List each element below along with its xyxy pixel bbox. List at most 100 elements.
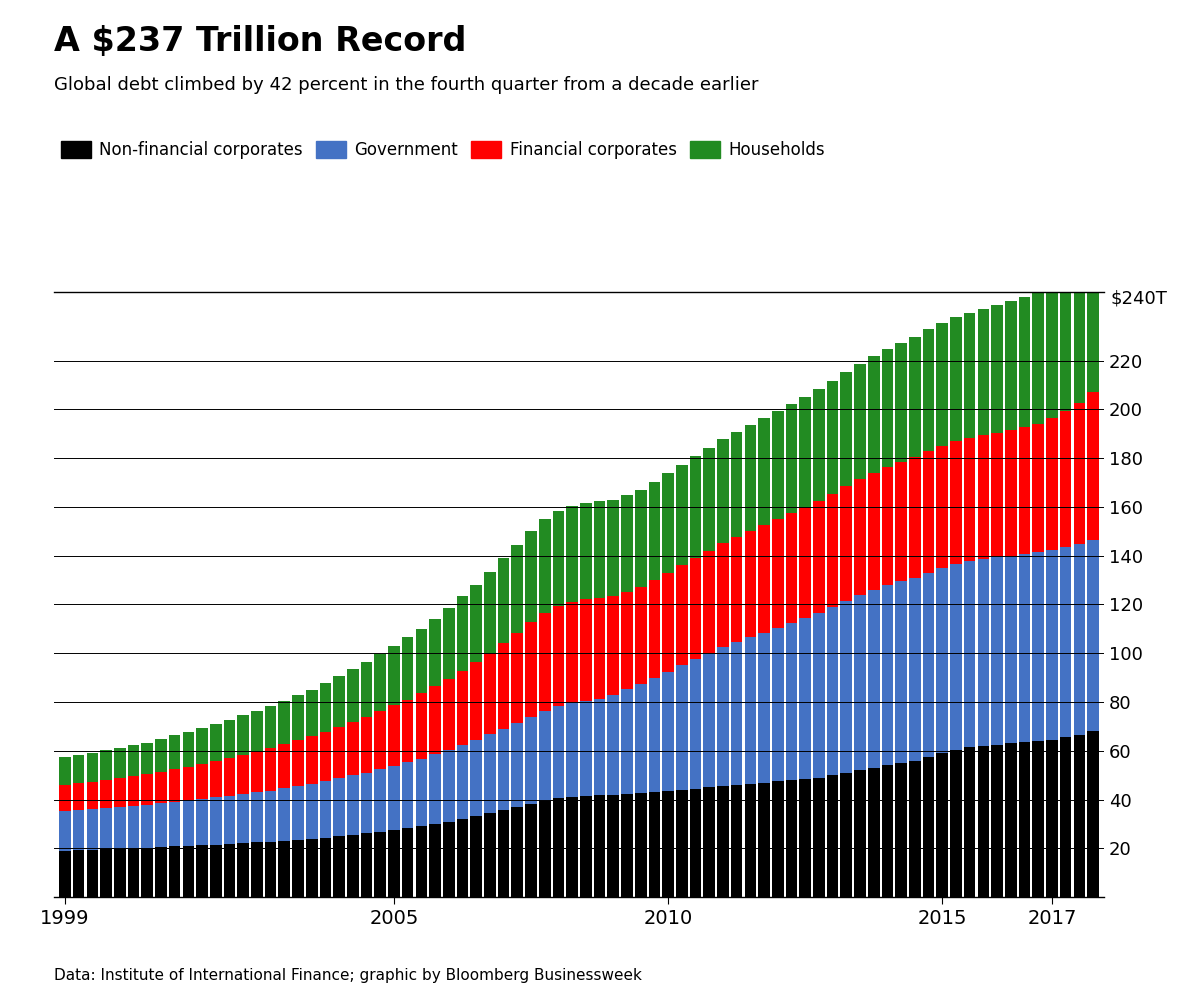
Bar	[566, 797, 578, 897]
Bar	[415, 759, 427, 827]
Bar	[374, 832, 386, 897]
Bar	[511, 633, 523, 723]
Bar	[73, 851, 84, 897]
Bar	[799, 618, 811, 779]
Bar	[607, 695, 619, 794]
Bar	[402, 637, 414, 700]
Bar	[347, 722, 359, 775]
Bar	[690, 558, 701, 659]
Bar	[114, 806, 126, 849]
Bar	[155, 739, 167, 772]
Bar	[59, 851, 71, 897]
Bar	[142, 743, 154, 774]
Bar	[895, 462, 907, 582]
Bar	[484, 735, 496, 813]
Bar	[991, 433, 1003, 557]
Bar	[1032, 424, 1044, 552]
Bar	[910, 457, 920, 578]
Bar	[347, 775, 359, 835]
Bar	[319, 683, 331, 732]
Bar	[223, 720, 235, 758]
Bar	[470, 740, 482, 816]
Bar	[799, 397, 811, 507]
Bar	[210, 845, 222, 897]
Bar	[334, 778, 344, 837]
Bar	[718, 438, 728, 542]
Bar	[59, 785, 71, 810]
Bar	[374, 712, 386, 769]
Bar	[430, 619, 440, 686]
Bar	[964, 437, 976, 561]
Bar	[470, 662, 482, 740]
Bar	[1060, 738, 1072, 897]
Bar	[526, 804, 536, 897]
Bar	[744, 531, 756, 637]
Bar	[662, 791, 674, 897]
Bar	[827, 607, 839, 775]
Bar	[882, 467, 893, 585]
Bar	[978, 559, 989, 746]
Bar	[580, 599, 592, 701]
Bar	[265, 748, 276, 790]
Bar	[59, 810, 71, 851]
Bar	[868, 473, 880, 590]
Bar	[361, 834, 372, 897]
Bar	[238, 716, 248, 755]
Bar	[319, 781, 331, 838]
Bar	[238, 844, 248, 897]
Bar	[197, 764, 208, 799]
Bar	[278, 788, 290, 841]
Bar	[814, 389, 824, 501]
Bar	[1004, 744, 1016, 897]
Bar	[676, 665, 688, 790]
Bar	[840, 372, 852, 486]
Bar	[786, 404, 797, 513]
Bar	[526, 531, 536, 622]
Bar	[1046, 286, 1057, 418]
Bar	[731, 537, 743, 642]
Bar	[415, 629, 427, 694]
Bar	[210, 761, 222, 797]
Bar	[498, 642, 510, 729]
Bar	[306, 689, 318, 737]
Bar	[772, 781, 784, 897]
Bar	[292, 696, 304, 740]
Bar	[1060, 410, 1072, 547]
Bar	[443, 608, 455, 678]
Bar	[622, 794, 632, 897]
Bar	[1074, 544, 1085, 735]
Bar	[86, 753, 98, 782]
Bar	[703, 787, 715, 897]
Bar	[86, 782, 98, 808]
Bar	[251, 711, 263, 752]
Bar	[923, 451, 935, 573]
Bar	[511, 807, 523, 897]
Bar	[868, 357, 880, 473]
Bar	[718, 542, 728, 647]
Bar	[484, 572, 496, 652]
Bar	[443, 750, 455, 822]
Bar	[86, 808, 98, 850]
Bar	[1060, 277, 1072, 410]
Bar	[169, 847, 180, 897]
Bar	[457, 670, 468, 745]
Bar	[142, 804, 154, 848]
Bar	[169, 735, 180, 769]
Bar	[786, 513, 797, 623]
Bar	[251, 843, 263, 897]
Bar	[155, 847, 167, 897]
Bar	[1019, 427, 1031, 553]
Bar	[443, 678, 455, 750]
Bar	[814, 613, 824, 777]
Bar	[526, 717, 536, 804]
Bar	[799, 507, 811, 618]
Bar	[772, 628, 784, 781]
Bar	[731, 642, 743, 785]
Bar	[882, 349, 893, 467]
Bar	[580, 796, 592, 897]
Bar	[827, 381, 839, 494]
Bar	[827, 494, 839, 607]
Bar	[319, 732, 331, 781]
Bar	[868, 590, 880, 768]
Bar	[703, 550, 715, 653]
